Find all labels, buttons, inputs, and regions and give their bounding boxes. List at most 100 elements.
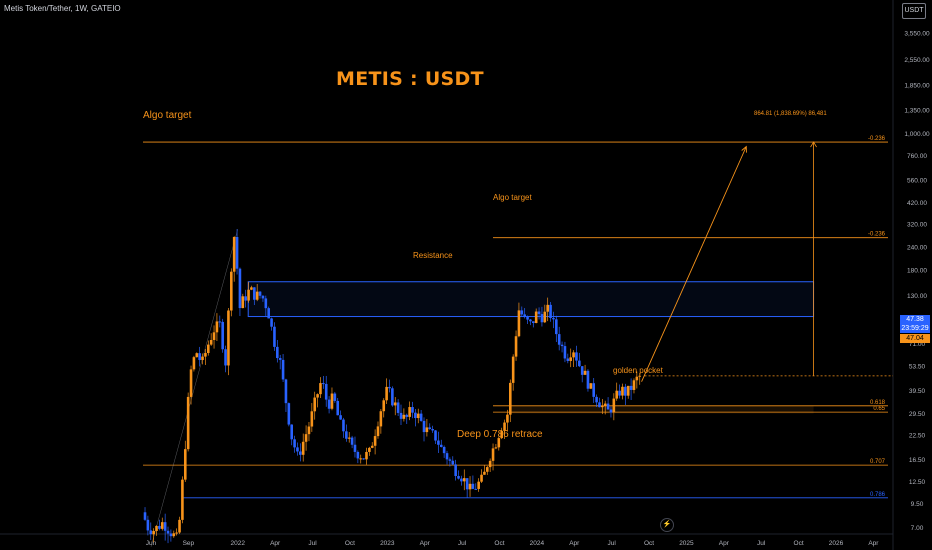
last-close-tag: 47.04 xyxy=(900,334,930,343)
candle-body xyxy=(330,393,334,409)
candle-body xyxy=(422,420,426,433)
candle-body xyxy=(448,459,452,461)
candle-body xyxy=(388,386,391,389)
candle-body xyxy=(212,332,216,340)
candle-body xyxy=(557,334,561,345)
candle-body xyxy=(419,413,423,421)
candle-body xyxy=(379,411,383,427)
currency-button[interactable]: USDT xyxy=(902,3,926,19)
candle-body xyxy=(414,412,417,419)
candle-body xyxy=(462,478,466,482)
candle-body xyxy=(195,353,199,358)
candle-body xyxy=(230,271,233,311)
candle-body xyxy=(287,403,291,425)
candle-body xyxy=(301,441,305,455)
candle-body xyxy=(563,346,567,359)
candle-body xyxy=(578,360,581,367)
candle-body xyxy=(454,464,457,477)
candle-body xyxy=(241,296,245,309)
y-tick-label: 560.00 xyxy=(907,177,927,184)
symbol-title[interactable]: Metis Token/Tether, 1W, GATEIO xyxy=(4,4,121,13)
candle-body xyxy=(376,426,380,437)
candle-body xyxy=(511,356,515,383)
y-tick-label: 2,550.00 xyxy=(904,57,930,64)
candle-body xyxy=(347,437,351,439)
candle-body xyxy=(488,460,492,468)
candle-body xyxy=(227,310,230,366)
x-tick-label: Jun xyxy=(146,540,157,547)
candle-body xyxy=(626,385,630,396)
y-tick-label: 39.50 xyxy=(909,388,926,395)
candle-body xyxy=(508,382,512,415)
candle-body xyxy=(178,519,181,533)
candle-body xyxy=(629,385,633,390)
candle-body xyxy=(497,438,501,448)
candle-body xyxy=(267,308,270,319)
candle-body xyxy=(342,419,345,432)
candles xyxy=(143,229,642,544)
candle-body xyxy=(609,409,613,413)
candle-body xyxy=(149,530,153,535)
fib-label: 0.707 xyxy=(870,459,886,465)
projection-arrow xyxy=(641,146,747,382)
candle-body xyxy=(359,458,363,460)
candle-body xyxy=(218,321,222,323)
y-tick-label: 9.50 xyxy=(911,501,924,508)
candle-body xyxy=(350,437,354,445)
x-tick-label: Apr xyxy=(270,540,281,547)
y-tick-label: 240.00 xyxy=(907,245,927,252)
candle-body xyxy=(143,512,147,520)
candle-body xyxy=(402,414,406,419)
candle-body xyxy=(586,370,590,389)
trend-line xyxy=(150,229,238,547)
x-tick-label: Jul xyxy=(458,540,467,547)
x-tick-label: 2022 xyxy=(231,540,246,547)
candle-body xyxy=(290,424,294,440)
y-tick-label: 320.00 xyxy=(907,222,927,229)
candle-body xyxy=(278,358,282,360)
candle-body xyxy=(632,380,636,390)
y-tick-label: 16.50 xyxy=(909,457,926,464)
last-price: 47.38 xyxy=(906,316,924,323)
candle-body xyxy=(339,415,342,420)
y-tick-label: 29.50 xyxy=(909,411,926,418)
golden-pocket-label: golden pocket xyxy=(613,366,663,375)
candle-body xyxy=(514,336,518,357)
candle-body xyxy=(307,426,311,435)
candle-body xyxy=(474,488,478,490)
fib-label: 0.65 xyxy=(873,406,885,412)
chart-title: METIS : USDT xyxy=(336,68,484,90)
candle-body xyxy=(483,471,486,475)
candle-body xyxy=(198,353,201,361)
candle-body xyxy=(353,444,357,452)
candle-body xyxy=(146,519,150,531)
candle-body xyxy=(583,370,587,375)
candle-body xyxy=(221,321,224,350)
candle-body xyxy=(293,439,296,448)
candle-body xyxy=(601,405,604,408)
candle-body xyxy=(296,447,299,452)
x-tick-label: 2025 xyxy=(679,540,694,547)
candle-body xyxy=(445,453,449,460)
candle-body xyxy=(192,357,196,370)
candle-body xyxy=(506,414,509,423)
candle-body xyxy=(276,346,279,359)
candle-body xyxy=(595,396,598,403)
tradingview-logo-icon[interactable]: ⚡ xyxy=(660,518,674,532)
candle-body xyxy=(264,298,268,309)
candle-body xyxy=(250,287,253,290)
x-tick-label: Jul xyxy=(308,540,317,547)
x-tick-label: Oct xyxy=(794,540,804,547)
fib-label: -0.236 xyxy=(868,136,886,142)
x-tick-label: Apr xyxy=(719,540,730,547)
candle-body xyxy=(215,321,219,333)
candle-body xyxy=(209,339,213,345)
candle-body xyxy=(183,449,187,480)
candle-body xyxy=(431,429,434,431)
candle-body xyxy=(471,483,475,489)
candle-body xyxy=(370,445,374,448)
fib-label: 0.618 xyxy=(870,400,886,406)
y-tick-label: 3,550.00 xyxy=(904,31,930,38)
candle-body xyxy=(555,319,558,335)
candle-body xyxy=(552,318,555,320)
